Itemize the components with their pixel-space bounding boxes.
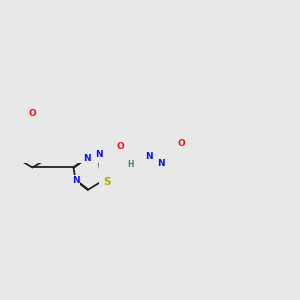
- Text: S: S: [103, 177, 110, 187]
- Text: H: H: [127, 160, 133, 169]
- Text: N: N: [158, 159, 165, 168]
- Text: O: O: [28, 109, 36, 118]
- Text: N: N: [72, 176, 80, 185]
- Text: N: N: [146, 152, 153, 161]
- Text: N: N: [95, 150, 103, 159]
- Text: O: O: [178, 139, 185, 148]
- Text: N: N: [82, 154, 90, 163]
- Text: O: O: [116, 142, 124, 151]
